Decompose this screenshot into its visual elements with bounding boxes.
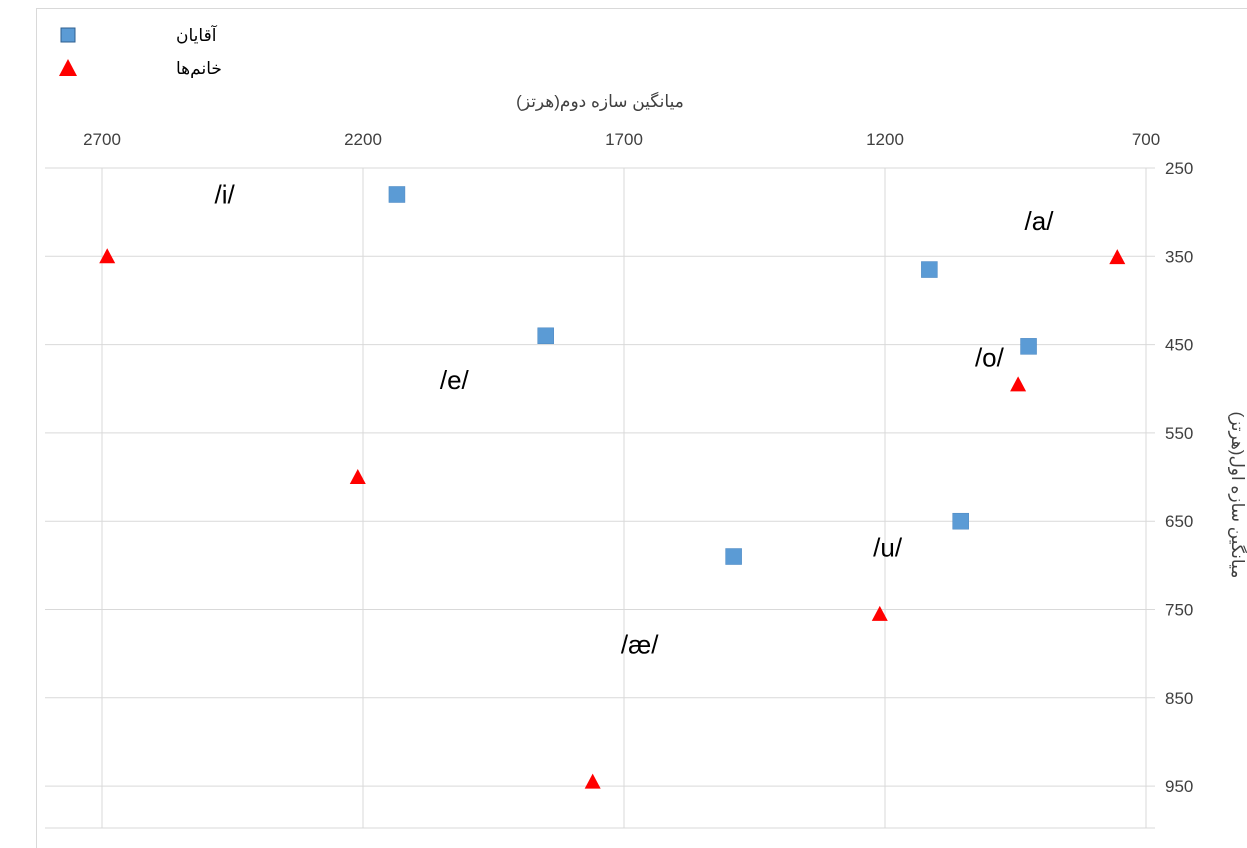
vowel-label: /e/ [440, 365, 470, 395]
y-tick-label: 650 [1165, 512, 1193, 531]
data-point-square [388, 186, 406, 203]
legend-marker-triangle [59, 59, 77, 76]
x-axis-ticks: 2700 2200 1700 1200 700 [83, 130, 1160, 149]
legend: آقایان خانم‌ها [59, 24, 222, 79]
legend-label: آقایان [176, 24, 218, 45]
data-points [99, 186, 1126, 789]
y-axis-title: میانگین سازه اول(هرتز) [1228, 412, 1247, 579]
vowel-label: /u/ [873, 533, 903, 563]
data-point-triangle [1010, 376, 1027, 392]
y-tick-label: 850 [1165, 689, 1193, 708]
y-tick-label: 750 [1165, 601, 1193, 620]
vowel-annotations: /i/ /a/ /o/ /e/ /u/ /æ/ [215, 179, 1055, 659]
x-tick-label: 1700 [605, 130, 643, 149]
data-point-square [921, 261, 938, 278]
y-axis-ticks: 250 350 450 550 650 750 850 950 [1165, 159, 1193, 796]
y-tick-label: 550 [1165, 424, 1193, 443]
vowel-label: /i/ [215, 179, 236, 209]
data-point-triangle [871, 605, 888, 621]
y-tick-label: 350 [1165, 247, 1193, 266]
y-tick-label: 450 [1165, 336, 1193, 355]
vowel-label: /o/ [975, 343, 1005, 373]
y-tick-label: 950 [1165, 777, 1193, 796]
data-point-square [952, 512, 969, 530]
data-point-triangle [1109, 249, 1126, 265]
x-tick-label: 2700 [83, 130, 121, 149]
x-axis-title: میانگین سازه دوم(هرتز) [516, 91, 684, 111]
chart-frame [36, 8, 1247, 848]
data-point-triangle [584, 773, 601, 789]
data-point-square [725, 548, 742, 565]
vowel-label: /a/ [1025, 206, 1055, 236]
grid-lines [45, 167, 1155, 829]
data-point-triangle [349, 469, 366, 485]
vowel-label: /æ/ [621, 630, 659, 660]
data-point-square [1020, 338, 1037, 355]
data-point-square [537, 327, 554, 345]
x-tick-label: 1200 [866, 130, 904, 149]
legend-marker-square [60, 27, 76, 43]
x-tick-label: 700 [1132, 130, 1160, 149]
legend-label: خانم‌ها [176, 59, 222, 79]
y-tick-label: 250 [1165, 159, 1193, 178]
x-tick-label: 2200 [344, 130, 382, 149]
data-point-triangle [99, 248, 116, 264]
